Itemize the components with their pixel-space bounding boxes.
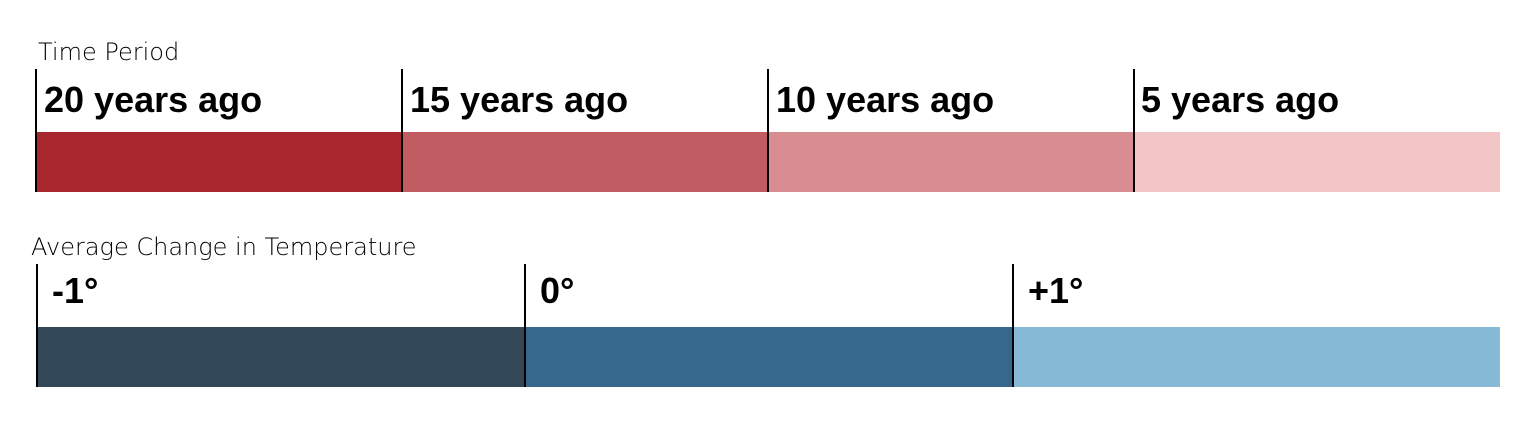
temp-label-minus-1: -1°	[52, 270, 99, 311]
time-label-15-years: 15 years ago	[410, 79, 629, 120]
temp-swatch-plus-1	[1013, 327, 1500, 387]
time-tick	[1133, 69, 1135, 192]
temp-tick	[36, 264, 38, 387]
time-swatch-10-years	[768, 132, 1134, 192]
temperature-legend-title: Average Change in Temperature	[31, 233, 417, 261]
time-period-legend: Time Period 20 years ago 15 years ago 10…	[0, 0, 1536, 200]
temp-swatch-minus-1	[37, 327, 525, 387]
time-label-20-years: 20 years ago	[44, 79, 263, 120]
time-swatch-15-years	[402, 132, 768, 192]
time-swatch-20-years	[36, 132, 402, 192]
time-tick	[35, 69, 37, 192]
time-label-5-years: 5 years ago	[1141, 79, 1340, 120]
temp-label-plus-1: +1°	[1028, 270, 1084, 311]
temp-tick	[524, 264, 526, 387]
time-tick	[401, 69, 403, 192]
time-label-10-years: 10 years ago	[776, 79, 995, 120]
temp-swatch-0	[525, 327, 1013, 387]
time-period-legend-title: Time Period	[38, 38, 180, 66]
temp-tick	[1012, 264, 1014, 387]
time-swatch-5-years	[1134, 132, 1500, 192]
temp-label-0: 0°	[540, 270, 575, 311]
time-tick	[767, 69, 769, 192]
